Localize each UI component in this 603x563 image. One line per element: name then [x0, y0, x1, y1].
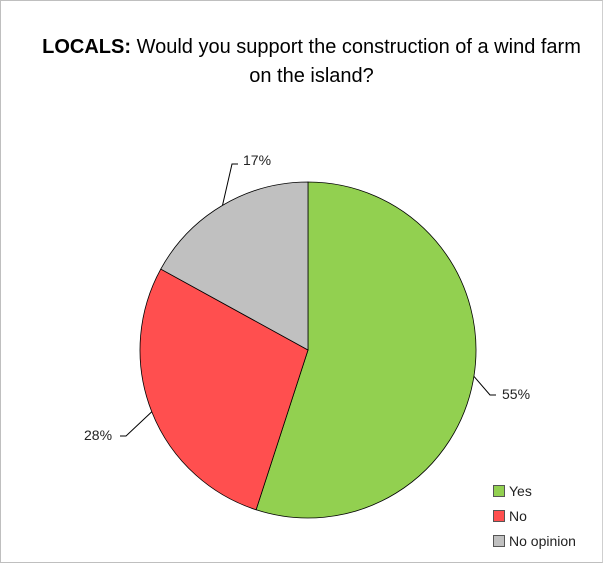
legend-swatch-yes — [493, 484, 505, 497]
chart-legend: Yes No No opinion — [493, 478, 576, 553]
data-label-no-opinion: 17% — [243, 152, 271, 168]
legend-item-no-opinion: No opinion — [493, 528, 576, 553]
legend-label-no-opinion: No opinion — [509, 532, 576, 549]
chart-title-lead: LOCALS: — [42, 36, 131, 58]
legend-swatch-no-opinion — [493, 534, 505, 547]
leader-line-no — [120, 411, 153, 437]
legend-swatch-no — [493, 509, 505, 522]
legend-label-no: No — [509, 507, 527, 524]
chart-title-rest: Would you support the construction of a … — [136, 36, 581, 87]
legend-label-yes: Yes — [509, 482, 532, 499]
legend-item-no: No — [493, 503, 576, 528]
pie-slice-no-opinion — [160, 181, 309, 351]
legend-item-yes: Yes — [493, 478, 576, 503]
data-label-yes: 55% — [502, 386, 530, 402]
leader-line-yes — [473, 375, 496, 396]
chart-title: LOCALS: Would you support the constructi… — [31, 33, 592, 91]
data-label-no: 28% — [84, 427, 112, 443]
leader-line-no-opinion — [222, 163, 238, 206]
